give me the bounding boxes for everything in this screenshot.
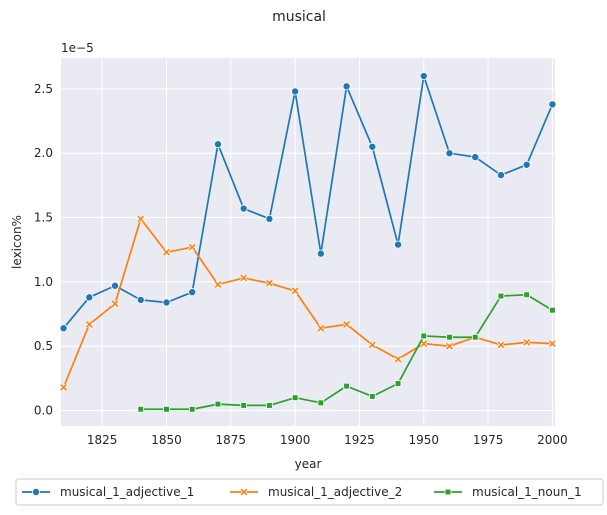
data-point [214, 400, 222, 408]
data-point [317, 399, 325, 407]
data-point [497, 292, 505, 300]
data-point [188, 288, 197, 297]
x-tick-label: 1900 [280, 433, 311, 447]
data-point [523, 291, 530, 299]
legend-entry: musical_1_noun_1 [434, 485, 582, 499]
data-point [291, 87, 300, 96]
data-point [59, 324, 68, 333]
data-point [444, 488, 452, 496]
data-point [111, 299, 119, 308]
legend-entry: musical_1_adjective_1 [22, 485, 194, 499]
data-point [496, 171, 505, 180]
data-point [471, 333, 479, 341]
x-tick-label: 1925 [344, 433, 375, 447]
data-point [136, 295, 145, 304]
data-point [342, 82, 351, 91]
y-tick-label: 1.5 [34, 211, 53, 225]
chart-title: musical [272, 9, 326, 25]
x-axis-label: year [295, 457, 322, 471]
data-point [162, 248, 171, 257]
data-point [419, 72, 428, 81]
data-point [240, 402, 247, 409]
series-musical_1_adjective_1 [59, 72, 557, 333]
data-point [343, 382, 350, 390]
data-point [85, 320, 94, 329]
data-point [420, 332, 428, 340]
data-point [548, 100, 557, 109]
data-point [85, 293, 94, 302]
series-line [62, 217, 553, 388]
data-point [316, 249, 325, 258]
data-point [522, 160, 531, 169]
data-point [446, 333, 453, 341]
data-point [497, 341, 505, 349]
y-tick-label: 0.0 [34, 404, 53, 418]
data-point [369, 393, 376, 400]
series-line [62, 75, 554, 329]
data-point [445, 149, 454, 158]
data-point [32, 487, 41, 496]
data-point [265, 279, 274, 288]
data-point [239, 274, 248, 282]
legend-label: musical_1_adjective_1 [60, 485, 194, 499]
x-tick-label: 2000 [537, 433, 568, 447]
data-point [316, 324, 325, 333]
plot-area [61, 58, 555, 426]
data-point [137, 405, 145, 413]
y-tick-label: 2.5 [34, 82, 53, 96]
data-point [266, 402, 273, 409]
y-axis-ticks: 0.0 0.5 1.0 1.5 2.0 2.5 [34, 82, 53, 418]
x-tick-label: 1825 [87, 433, 118, 447]
data-point [522, 338, 531, 347]
x-axis-ticks: 1825 1850 1875 1900 1925 1950 1975 2000 [87, 433, 568, 447]
legend: musical_1_adjective_1 musical_1_adjective… [15, 478, 604, 506]
data-point [136, 214, 145, 223]
data-point [548, 339, 557, 348]
data-point [214, 280, 222, 289]
legend-entry: musical_1_adjective_2 [230, 485, 402, 499]
data-point [163, 405, 170, 413]
x-tick-label: 1975 [473, 433, 504, 447]
data-point [239, 204, 248, 213]
legend-label: musical_1_noun_1 [472, 485, 582, 499]
data-point [59, 383, 68, 392]
legend-label: musical_1_adjective_2 [268, 485, 402, 499]
data-point [549, 306, 556, 314]
x-tick-label: 1950 [409, 433, 440, 447]
series-musical_1_noun_1 [137, 291, 556, 413]
data-point [368, 142, 377, 151]
data-point [291, 394, 299, 401]
y-axis-label: lexicon% [10, 215, 24, 269]
data-point [240, 488, 248, 496]
y-tick-label: 0.5 [34, 339, 53, 353]
data-point [471, 153, 480, 162]
data-point [419, 339, 428, 348]
data-point [394, 380, 402, 387]
data-point [342, 320, 351, 329]
series-layer [59, 72, 557, 413]
y-offset-label: 1e−5 [61, 41, 94, 55]
data-point [188, 243, 197, 252]
y-tick-label: 2.0 [34, 146, 53, 160]
data-point [394, 355, 402, 364]
data-point [213, 140, 222, 149]
x-tick-label: 1850 [151, 433, 182, 447]
legend-frame [15, 478, 604, 506]
data-point [445, 342, 454, 351]
data-point [111, 281, 120, 290]
data-point [394, 240, 403, 249]
y-tick-label: 1.0 [34, 275, 53, 289]
data-point [188, 405, 196, 413]
data-point [291, 286, 300, 295]
x-tick-label: 1875 [216, 433, 247, 447]
data-point [265, 214, 274, 223]
data-point [162, 298, 171, 307]
data-point [368, 341, 377, 349]
